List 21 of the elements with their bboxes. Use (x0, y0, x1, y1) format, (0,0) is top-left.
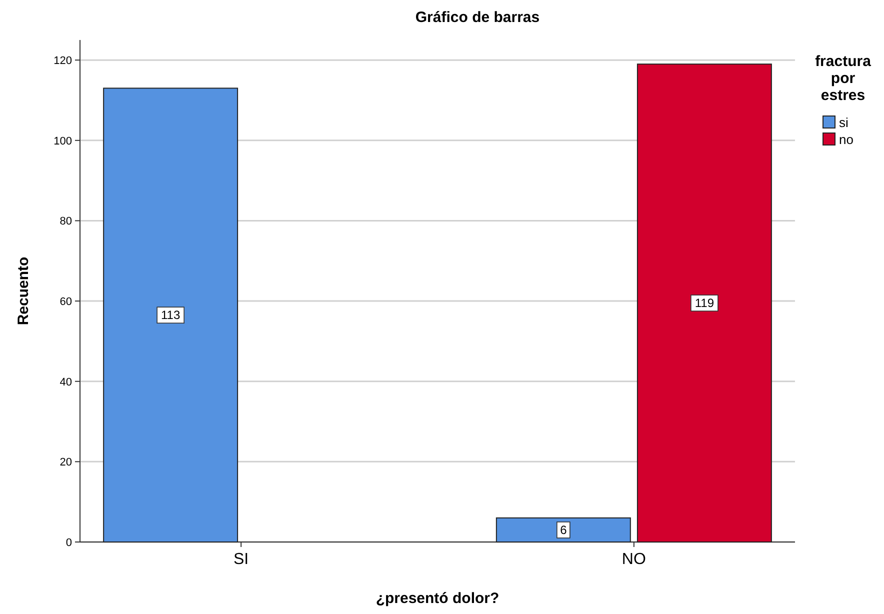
legend-label: si (839, 115, 848, 130)
x-axis-title: ¿presentó dolor? (376, 590, 500, 607)
y-tick-label: 120 (54, 55, 72, 68)
y-tick-label: 40 (60, 376, 72, 388)
y-tick-label: 80 (60, 216, 72, 228)
data-label: 6 (560, 522, 568, 537)
x-tick-label: NO (622, 551, 646, 568)
x-tick-label: SI (234, 551, 249, 568)
data-label: 119 (694, 296, 714, 310)
bar (636, 64, 772, 542)
bar (496, 517, 631, 542)
y-tick-label: 0 (66, 537, 72, 549)
chart-title: Gráfico de barras (415, 9, 540, 26)
legend-label: no (839, 132, 854, 147)
y-tick-label: 100 (54, 135, 72, 148)
y-axis-title: Recuento (15, 256, 32, 326)
y-tick-label: 20 (60, 456, 72, 469)
data-label: 113 (160, 308, 180, 322)
legend-title: fractura por estres (815, 53, 872, 104)
bar (103, 88, 238, 542)
y-tick-label: 60 (60, 296, 72, 308)
